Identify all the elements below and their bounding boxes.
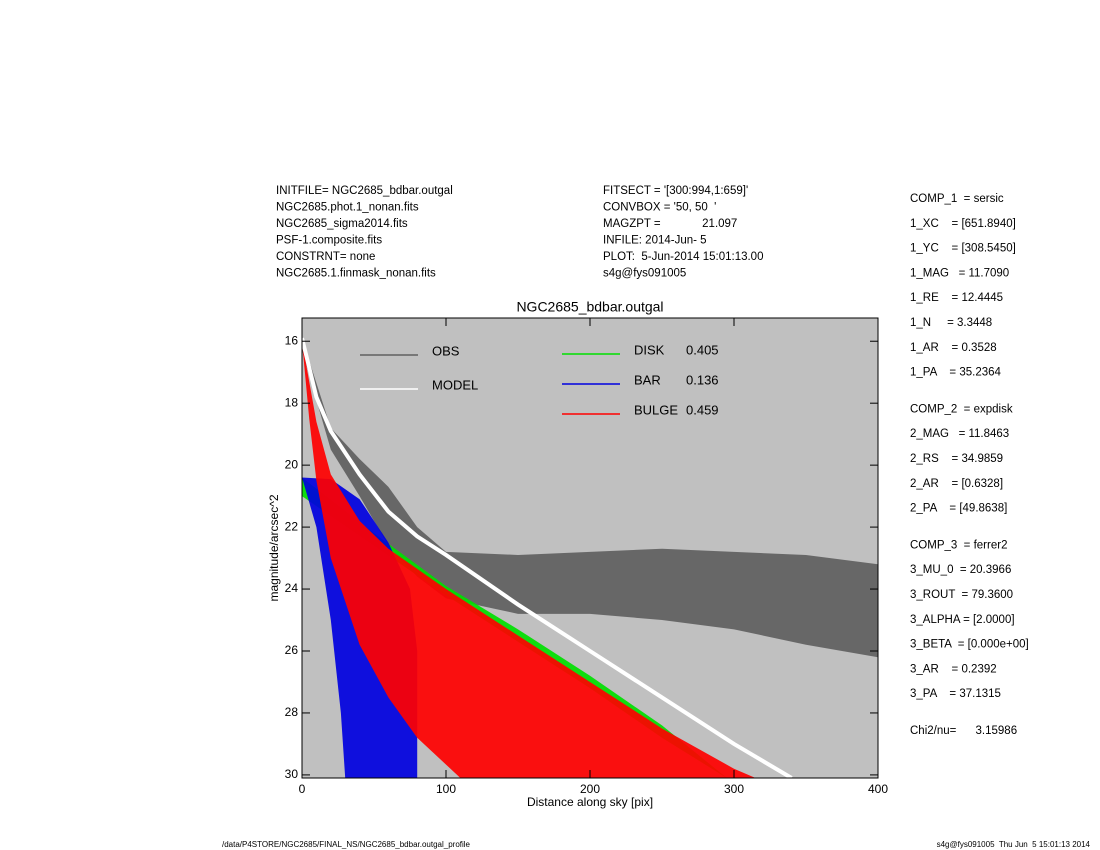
x-tick-label: 400 — [868, 782, 888, 796]
footer-stamp: s4g@fys091005 Thu Jun 5 15:01:13 2014 — [937, 840, 1091, 849]
x-tick-label: 200 — [580, 782, 600, 796]
fit-parameter: 3_AR = 0.2392 — [910, 663, 997, 675]
y-tick-label: 24 — [285, 581, 299, 595]
legend-label: BULGE — [634, 402, 678, 417]
fit-parameter: 1_PA = 35.2364 — [910, 367, 1002, 379]
model-line — [302, 337, 793, 778]
fit-parameter: 1_YC = [308.5450] — [910, 243, 1016, 255]
x-tick-label: 100 — [436, 782, 456, 796]
fit-parameter: 1_RE = 12.4445 — [910, 292, 1003, 304]
header-line: PSF-1.composite.fits — [276, 235, 382, 247]
component-band — [302, 341, 756, 778]
header-line: s4g@fys091005 — [603, 268, 686, 280]
x-axis-label: Distance along sky [pix] — [527, 795, 653, 809]
fit-parameter: COMP_3 = ferrer2 — [910, 539, 1007, 551]
fit-parameter: 3_BETA = [0.000e+00] — [910, 639, 1029, 651]
y-tick-label: 28 — [285, 705, 299, 719]
fit-parameter: 1_MAG = 11.7090 — [910, 267, 1009, 279]
fit-parameter: 3_ROUT = 79.3600 — [910, 589, 1013, 601]
header-line: MAGZPT = 21.097 — [603, 218, 737, 230]
fit-parameter: 2_RS = 34.9859 — [910, 453, 1003, 465]
fit-parameter: 3_ALPHA = [2.0000] — [910, 614, 1015, 626]
y-tick-label: 26 — [285, 643, 299, 657]
plot-marks — [302, 337, 878, 778]
y-tick-label: 18 — [285, 395, 299, 409]
fit-parameter: 3_MU_0 = 20.3966 — [910, 564, 1011, 576]
component-band — [302, 338, 878, 658]
legend-label: OBS — [432, 343, 460, 358]
header-line: NGC2685.phot.1_nonan.fits — [276, 202, 419, 214]
x-tick-label: 0 — [299, 782, 306, 796]
legend-fraction: 0.459 — [686, 402, 719, 417]
fit-parameter: 1_XC = [651.8940] — [910, 218, 1016, 230]
header-line: FITSECT = '[300:994,1:659]' — [603, 185, 748, 197]
y-tick-label: 20 — [285, 457, 299, 471]
y-tick-label: 16 — [285, 333, 299, 347]
fit-parameter: 2_PA = [49.8638] — [910, 503, 1007, 515]
header-line: NGC2685.1.finmask_nonan.fits — [276, 268, 436, 280]
header-line: CONVBOX = '50, 50 ' — [603, 202, 716, 214]
legend-fraction: 0.136 — [686, 372, 719, 387]
chart-title: NGC2685_bdbar.outgal — [516, 299, 663, 315]
header-line: NGC2685_sigma2014.fits — [276, 218, 408, 230]
y-tick-label: 30 — [285, 767, 299, 781]
header-line: CONSTRNT= none — [276, 251, 375, 263]
y-axis-label: magnitude/arcsec^2 — [267, 494, 281, 601]
fit-parameter: COMP_2 = expdisk — [910, 403, 1013, 415]
header-line: INFILE: 2014-Jun- 5 — [603, 235, 707, 247]
legend-label: DISK — [634, 342, 665, 357]
footer-path: /data/P4STORE/NGC2685/FINAL_NS/NGC2685_b… — [222, 840, 471, 849]
fit-parameter: 2_MAG = 11.8463 — [910, 428, 1009, 440]
fit-parameter: 1_AR = 0.3528 — [910, 342, 997, 354]
header-line: PLOT: 5-Jun-2014 15:01:13.00 — [603, 251, 763, 263]
legend-fraction: 0.405 — [686, 342, 719, 357]
fit-parameter: Chi2/nu= 3.15986 — [910, 725, 1017, 737]
fit-parameter: 1_N = 3.3448 — [910, 317, 992, 329]
y-tick-label: 22 — [285, 519, 299, 533]
x-tick-label: 300 — [724, 782, 744, 796]
legend-label: MODEL — [432, 377, 478, 392]
legend-label: BAR — [634, 372, 661, 387]
header-line: INITFILE= NGC2685_bdbar.outgal — [276, 185, 453, 197]
fit-parameter: 3_PA = 37.1315 — [910, 688, 1001, 700]
fit-parameter: 2_AR = [0.6328] — [910, 478, 1003, 490]
fit-parameter: COMP_1 = sersic — [910, 193, 1004, 205]
